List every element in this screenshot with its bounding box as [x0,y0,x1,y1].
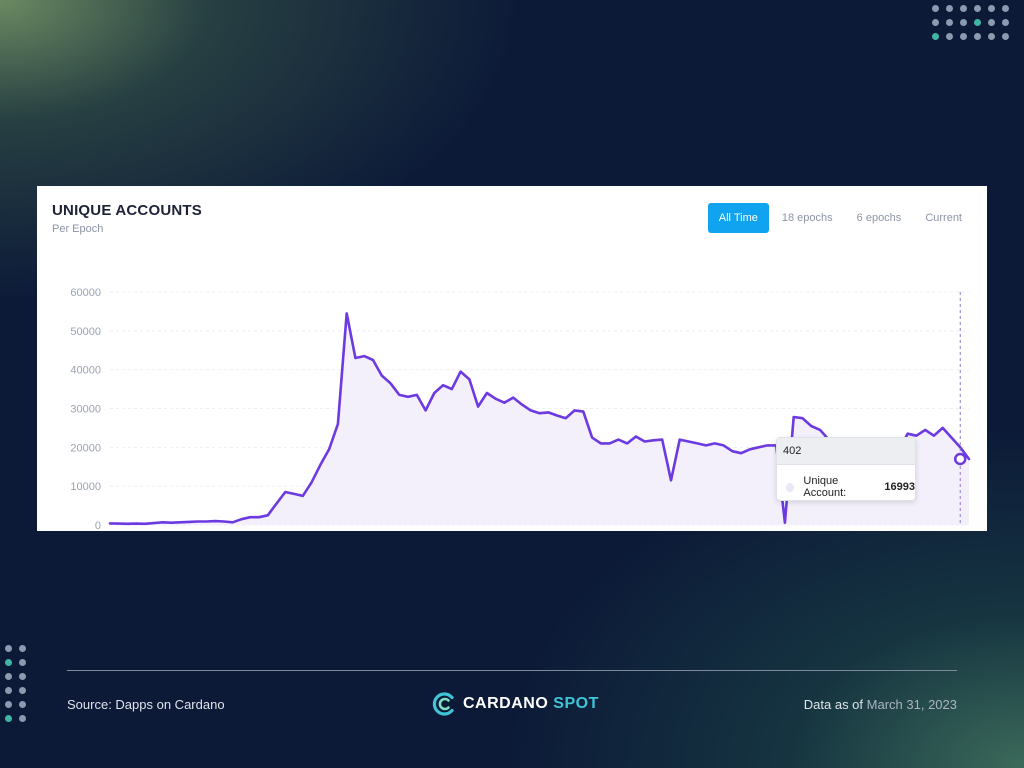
y-tick-label: 40000 [70,365,101,377]
tooltip-series-marker [786,482,795,492]
y-tick-label: 50000 [70,326,101,338]
y-tick-label: 60000 [70,287,101,299]
y-tick-label: 10000 [70,481,101,493]
hover-point [953,452,967,466]
y-tick-label: 0 [95,520,101,531]
cardano-spot-logo: CARDANO SPOT [430,690,599,718]
range-current-button[interactable]: Current [925,212,962,224]
brand-name-spot: SPOT [553,695,599,712]
chart-tooltip: 402 Unique Account: 16993 [776,437,916,501]
range-all-time-button[interactable]: All Time [707,203,769,233]
cardano-spot-logo-icon [432,692,454,716]
tooltip-label: Unique Account: [803,475,847,499]
y-tick-label: 20000 [70,442,101,454]
tooltip-epoch: 402 [777,438,915,465]
chart-subtitle: Per Epoch [52,223,104,235]
range-selector: All Time 18 epochs 6 epochs Current [707,203,973,233]
decorative-dot-grid-bottom-left [5,645,26,722]
tooltip-value: 16993 [884,481,915,493]
range-6-epochs-button[interactable]: 6 epochs [856,212,902,224]
decorative-dot-grid-top-right [932,5,1009,40]
series-line [108,312,971,526]
source-text: Source: Dapps on Cardano [67,697,225,712]
tooltip-body: Unique Account: 16993 [777,465,915,499]
brand-name-cardano: CARDANO [463,695,549,712]
range-18-epochs-button[interactable]: 18 epochs [781,212,833,224]
data-as-of: Data as of March 31, 2023 [804,697,957,712]
data-as-of-label: Data as of [803,697,864,712]
data-as-of-date: March 31, 2023 [866,697,957,712]
y-tick-label: 30000 [70,404,101,416]
chart-title: UNIQUE ACCOUNTS [52,202,202,219]
footer-divider [67,670,957,671]
unique-accounts-card: 0 10000 20000 30000 40000 50000 60000 UNIQUE A… [37,186,987,531]
series-area [110,313,969,525]
